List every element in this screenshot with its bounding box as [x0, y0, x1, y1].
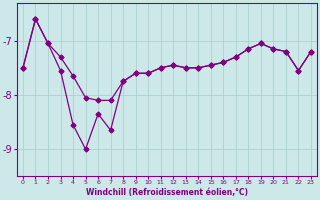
- X-axis label: Windchill (Refroidissement éolien,°C): Windchill (Refroidissement éolien,°C): [86, 188, 248, 197]
